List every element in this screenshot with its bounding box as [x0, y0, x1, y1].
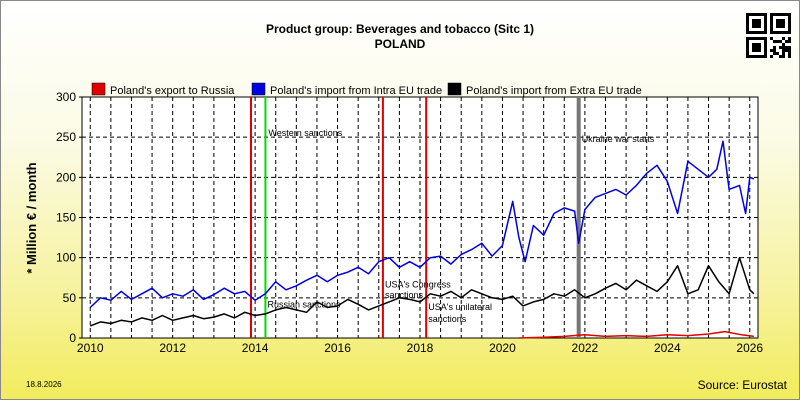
legend-label: Poland's import from Intra EU trade [270, 85, 442, 97]
y-tick-label: 200 [56, 170, 76, 184]
y-tick-label: 0 [69, 331, 76, 345]
chart-title: Product group: Beverages and tobacco (Si… [266, 22, 534, 36]
x-tick-label: 2020 [489, 341, 516, 355]
qr-module [785, 40, 788, 43]
qr-module [782, 49, 785, 52]
qr-module [788, 40, 791, 43]
legend-label: Poland's import from Extra EU trade [466, 85, 642, 97]
qr-module [788, 37, 791, 40]
event-label: Ukraine war starts [582, 134, 655, 144]
qr-module [776, 52, 779, 55]
y-tick-label: 250 [56, 130, 76, 144]
qr-finder-core [776, 19, 785, 28]
series-lines [89, 140, 755, 339]
x-tick-label: 2010 [77, 341, 104, 355]
qr-finder-core [752, 43, 761, 52]
qr-module [782, 37, 785, 40]
qr-module [788, 46, 791, 49]
qr-module [773, 52, 776, 55]
qr-module [782, 52, 785, 55]
footer-date: 18.8.2026 [26, 380, 62, 389]
series-line [89, 256, 755, 327]
legend-swatch [251, 82, 266, 96]
x-tick-label: 2022 [572, 341, 599, 355]
qr-module [776, 40, 779, 43]
chart-subtitle: POLAND [375, 37, 426, 51]
qr-module [779, 46, 782, 49]
qr-module [773, 40, 776, 43]
qr-module [782, 43, 785, 46]
qr-module [779, 40, 782, 43]
event-lines: Western sanctions Ukraine war starts [250, 97, 655, 338]
x-tick-label: 2016 [324, 341, 351, 355]
qr-module [773, 46, 776, 49]
y-tick-label: 150 [56, 211, 76, 225]
x-tick-label: 2026 [736, 341, 763, 355]
qr-code-icon [745, 12, 791, 58]
qr-module [782, 55, 785, 58]
qr-module [788, 55, 791, 58]
qr-module [770, 55, 773, 58]
y-axis-ticks: 0 50 100 150 200 250 300 [56, 90, 82, 345]
series-line [518, 330, 754, 339]
legend-swatch [447, 82, 462, 96]
legend-label: Poland's export to Russia [110, 85, 235, 97]
qr-module [773, 49, 776, 52]
qr-module [785, 46, 788, 49]
event-label: Western sanctions [268, 128, 342, 138]
x-tick-label: 2018 [407, 341, 434, 355]
legend: Poland's export to Russia Poland's import… [91, 82, 642, 97]
qr-module [785, 49, 788, 52]
y-axis-label: * Million € / month [24, 162, 39, 273]
x-tick-label: 2014 [242, 341, 269, 355]
qr-module [788, 52, 791, 55]
gridlines [82, 97, 758, 338]
source-label: Source: Eurostat [698, 378, 788, 392]
qr-module [770, 37, 773, 40]
x-tick-label: 2012 [159, 341, 186, 355]
legend-swatch [91, 82, 106, 96]
qr-module [782, 46, 785, 49]
annotation-label: sanctions [385, 290, 424, 300]
y-tick-label: 100 [56, 251, 76, 265]
annotation-label: USA's unilateral [428, 302, 492, 312]
qr-module [779, 55, 782, 58]
annotation-label: sanctions [428, 314, 467, 324]
y-tick-label: 50 [63, 291, 77, 305]
y-tick-label: 300 [56, 90, 76, 104]
qr-finder-core [752, 19, 761, 28]
x-tick-label: 2024 [654, 341, 681, 355]
annotation-label: Russian sanctions [267, 299, 341, 309]
series-line [89, 140, 755, 309]
x-axis-ticks: 2010 2012 2014 2016 2018 2020 2022 2024 2026 [77, 341, 764, 355]
annotation-label: USA's Congress [385, 279, 451, 289]
qr-module [770, 49, 773, 52]
qr-module [788, 49, 791, 52]
